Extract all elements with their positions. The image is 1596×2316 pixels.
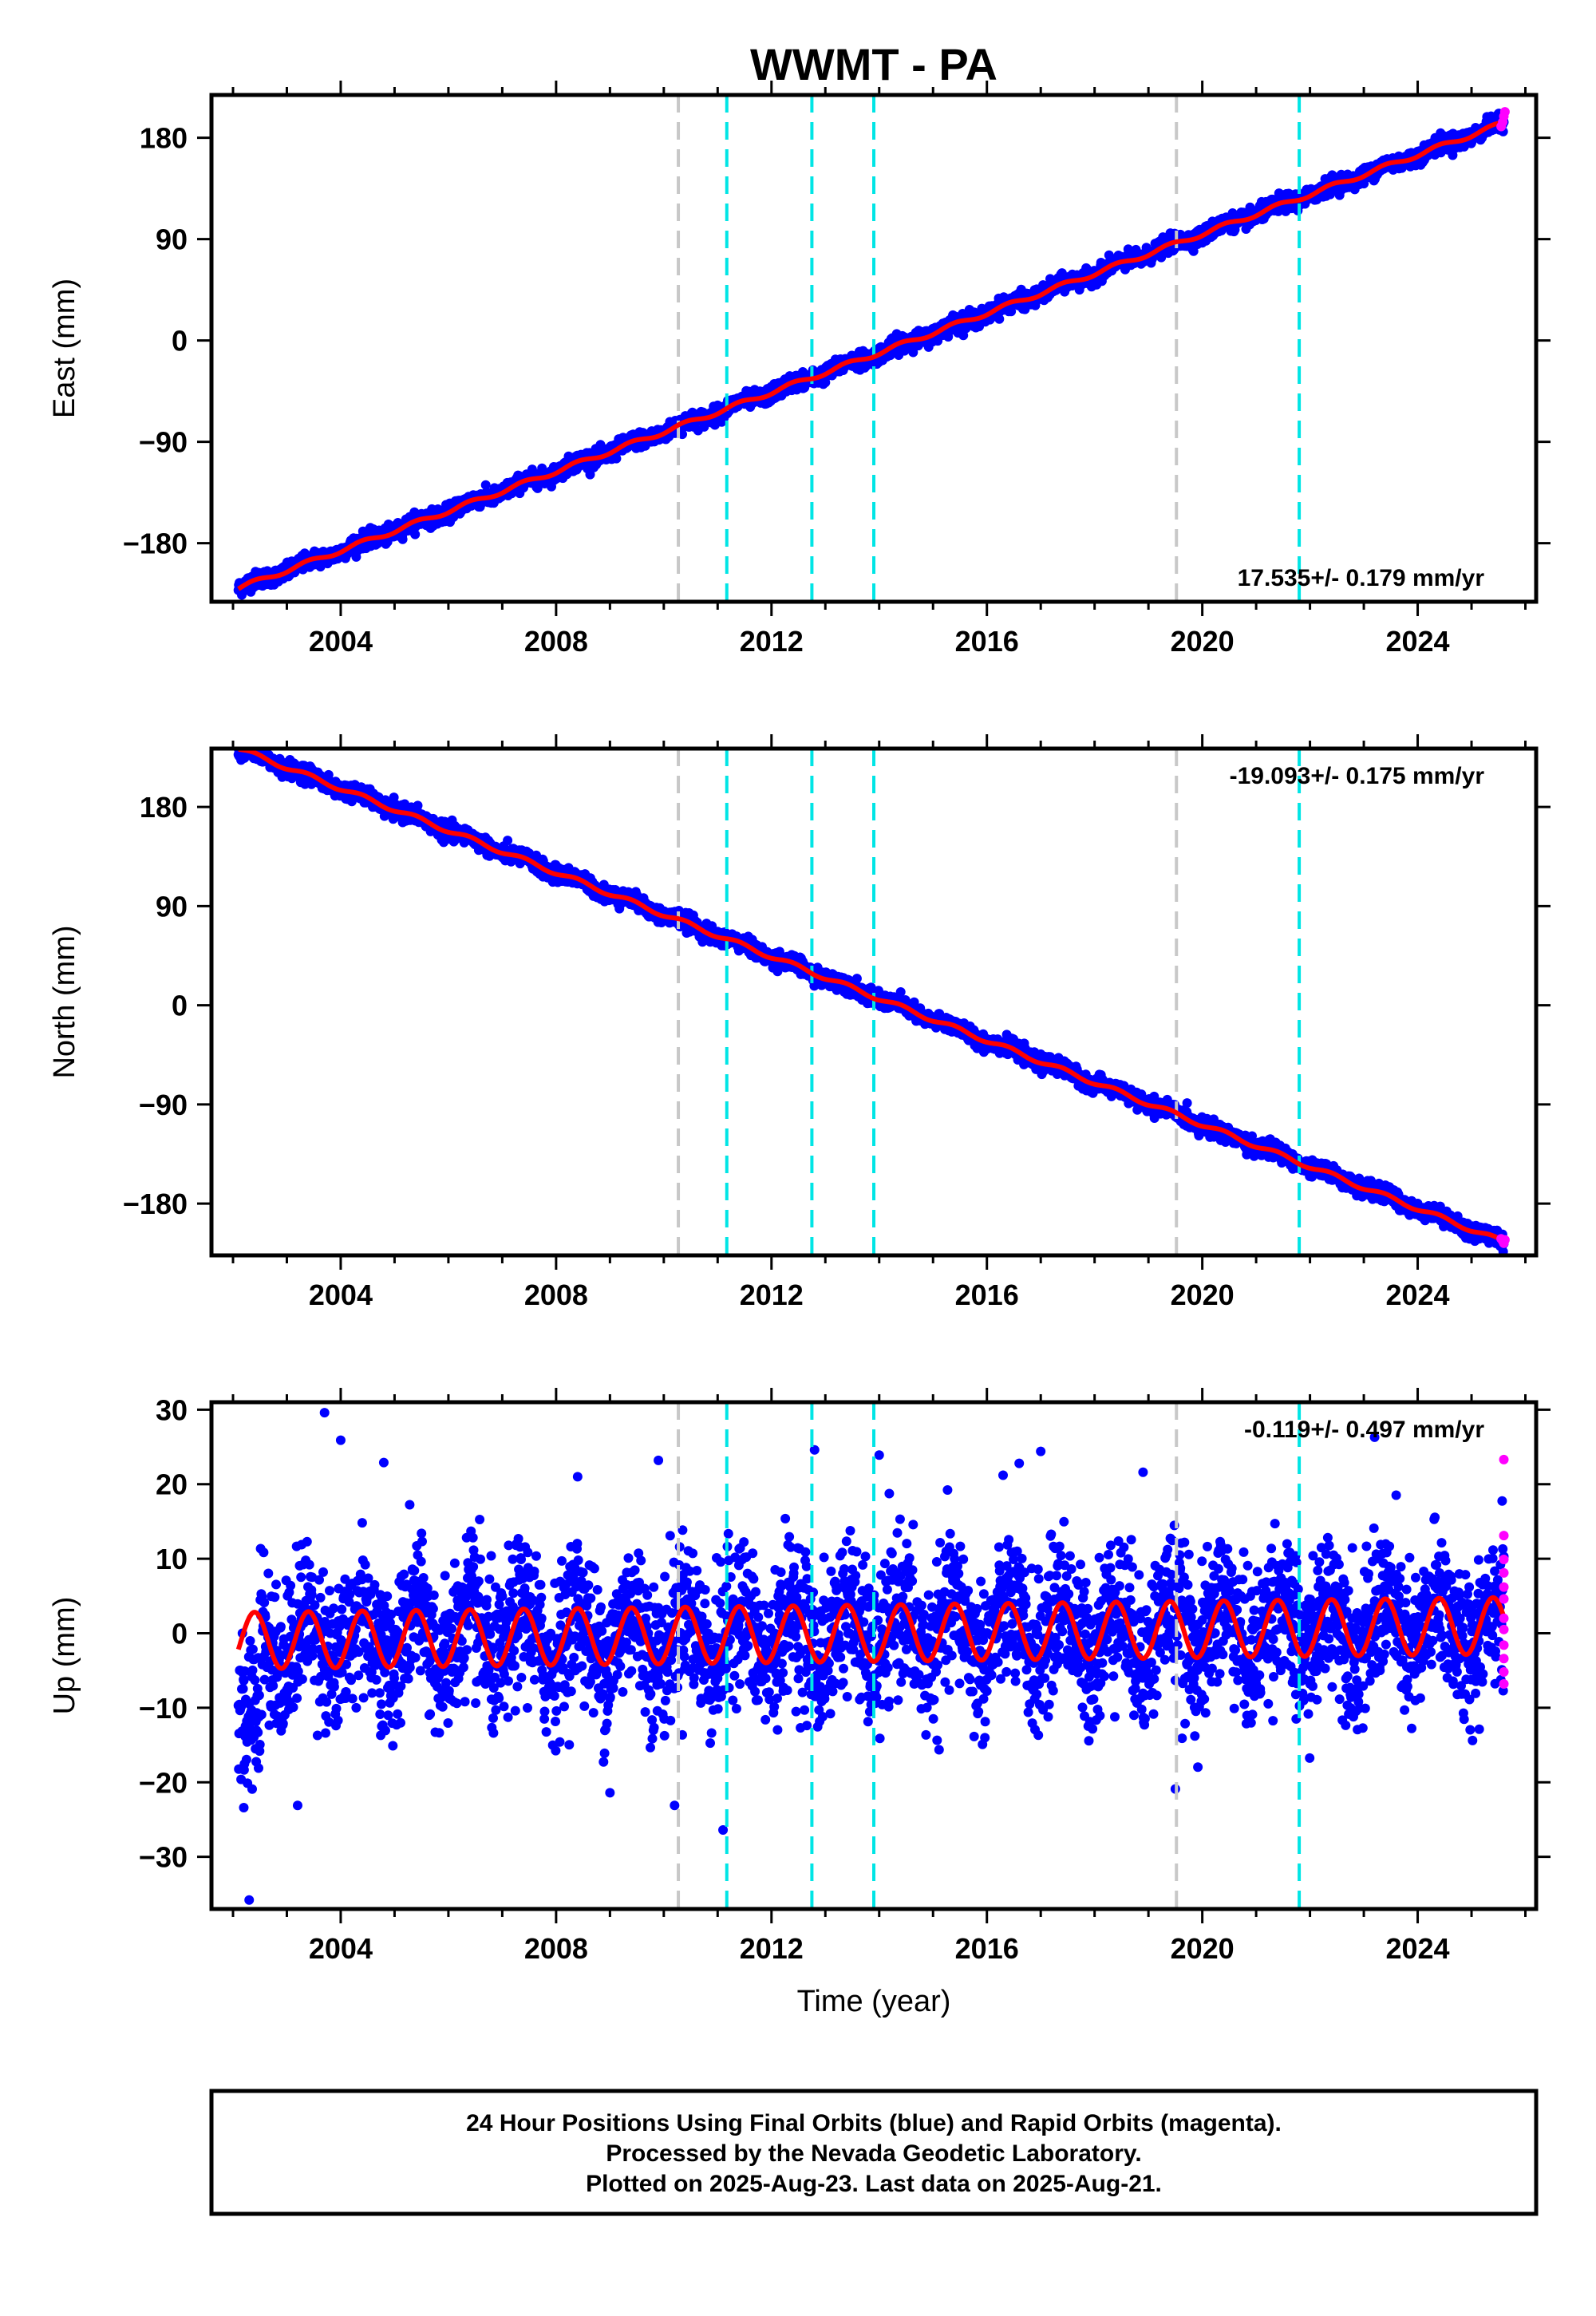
east-y-tick-label: 180 xyxy=(140,122,188,155)
east-x-tick-label: 2024 xyxy=(1385,625,1449,658)
chart-title: WWMT - PA xyxy=(750,39,998,89)
east-panel: 180 90 0 −90 −180 2004 2008 2012 2016 2020 2024 Eas… xyxy=(48,81,1551,658)
east-final-orbit-point xyxy=(397,534,408,544)
east-x-tick-label: 2016 xyxy=(955,625,1019,658)
east-x-tick-label: 2020 xyxy=(1171,625,1235,658)
east-final-orbit-point xyxy=(410,529,421,539)
north-plot-content xyxy=(233,749,1510,1255)
east-y-tick-label: −90 xyxy=(139,426,188,459)
east-y-axis-label: East (mm) xyxy=(48,279,81,418)
east-rapid-orbit-point xyxy=(1499,107,1510,117)
east-velocity-label: 17.535+/- 0.179 mm/yr xyxy=(1238,565,1485,591)
east-x-tick-label: 2008 xyxy=(524,625,588,658)
east-model-fit-line xyxy=(237,120,1504,591)
east-final-orbit-point xyxy=(585,469,595,480)
east-y-tick-label: 0 xyxy=(172,325,188,358)
east-x-tick-label: 2012 xyxy=(740,625,804,658)
east-plot-frame xyxy=(209,93,1539,604)
north-final-orbit-point xyxy=(413,800,423,811)
east-y-tick-label: −180 xyxy=(123,528,188,560)
east-final-orbit-point xyxy=(480,480,491,490)
east-final-orbit-point xyxy=(994,314,1005,324)
east-x-tick-label: 2004 xyxy=(309,625,373,658)
north-final-orbit-point xyxy=(503,836,513,846)
east-plot-content xyxy=(233,95,1510,602)
east-rapid-orbit-points xyxy=(1496,107,1510,132)
east-y-tick-label: 90 xyxy=(156,223,188,256)
